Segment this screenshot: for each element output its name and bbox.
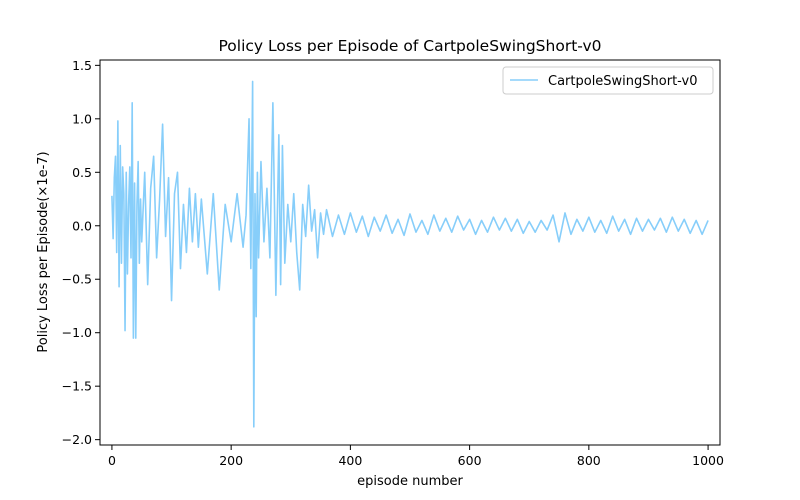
y-tick-label: −2.0 — [62, 432, 92, 447]
x-tick-label: 1000 — [692, 453, 724, 468]
y-tick-label: 0.5 — [72, 165, 92, 180]
y-tick-label: 0.0 — [72, 218, 92, 233]
x-tick-label: 200 — [219, 453, 243, 468]
plot-area — [111, 80, 709, 428]
y-tick-label: 1.5 — [72, 58, 92, 73]
x-tick-label: 400 — [338, 453, 362, 468]
plot-frame — [99, 59, 721, 446]
legend-label: CartpoleSwingShort-v0 — [548, 74, 697, 89]
x-tick-label: 600 — [458, 453, 482, 468]
x-axis-label: episode number — [357, 474, 463, 489]
x-axis: 0 200 400 600 800 1000 — [108, 445, 724, 468]
y-tick-label: −1.5 — [62, 379, 92, 394]
x-tick-label: 0 — [108, 453, 116, 468]
y-axis-label: Policy Loss per Episode(×1e-7) — [36, 151, 51, 352]
series-line-0 — [111, 80, 709, 428]
y-tick-label: 1.0 — [72, 111, 92, 126]
y-axis: −2.0 −1.5 −1.0 −0.5 0.0 0.5 1.0 1.5 — [62, 58, 100, 447]
y-tick-label: −0.5 — [62, 272, 92, 287]
x-tick-label: 800 — [577, 453, 601, 468]
chart-title: Policy Loss per Episode of CartpoleSwing… — [218, 37, 601, 55]
legend: CartpoleSwingShort-v0 — [502, 66, 714, 95]
legend-box — [502, 66, 714, 95]
y-tick-label: −1.0 — [62, 325, 92, 340]
